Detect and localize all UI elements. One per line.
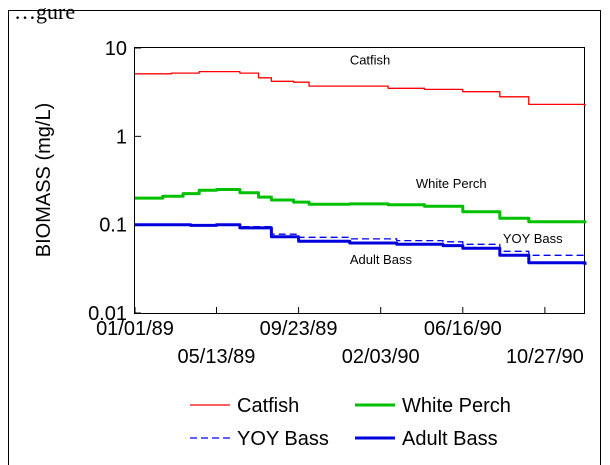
x-axis: 01/01/8905/13/8909/23/8902/03/9006/16/90… xyxy=(96,307,584,368)
x-tick-label: 02/03/90 xyxy=(342,346,420,368)
y-axis-title: BIOMASS (mg/L) xyxy=(33,103,55,257)
x-tick-label: 06/16/90 xyxy=(424,318,502,340)
legend-label: Catfish xyxy=(237,395,299,417)
y-axis: 10 1 0.1 0.01 xyxy=(88,38,141,325)
series-annotation: White Perch xyxy=(416,176,487,191)
y-tick-label: 10 xyxy=(105,38,127,60)
outer-frame xyxy=(8,10,601,465)
series-line-adult-bass xyxy=(135,223,587,265)
series-annotation: YOY Bass xyxy=(503,231,563,246)
y-tick-label: 0.1 xyxy=(99,215,127,237)
x-tick-label: 01/01/89 xyxy=(96,318,174,340)
plot-area xyxy=(134,47,585,314)
x-tick-label: 09/23/89 xyxy=(260,318,338,340)
legend-label: YOY Bass xyxy=(237,428,329,450)
x-tick-label: 10/27/90 xyxy=(506,346,584,368)
x-tick-label: 05/13/89 xyxy=(178,346,256,368)
series-annotation: Adult Bass xyxy=(350,252,413,267)
series-line-white-perch xyxy=(135,188,587,224)
y-tick-label: 0.01 xyxy=(88,303,127,325)
legend: Catfish White Perch YOY Bass Adult Bass xyxy=(190,395,511,450)
series-annotations: Catfish White Perch YOY Bass Adult Bass xyxy=(350,53,563,267)
caption-text: …gure xyxy=(14,0,75,24)
series-line-catfish xyxy=(135,70,586,107)
series-layer xyxy=(135,70,587,265)
series-annotation: Catfish xyxy=(350,53,390,68)
legend-label: Adult Bass xyxy=(402,428,498,450)
y-tick-label: 1 xyxy=(116,126,127,148)
legend-label: White Perch xyxy=(402,395,511,417)
